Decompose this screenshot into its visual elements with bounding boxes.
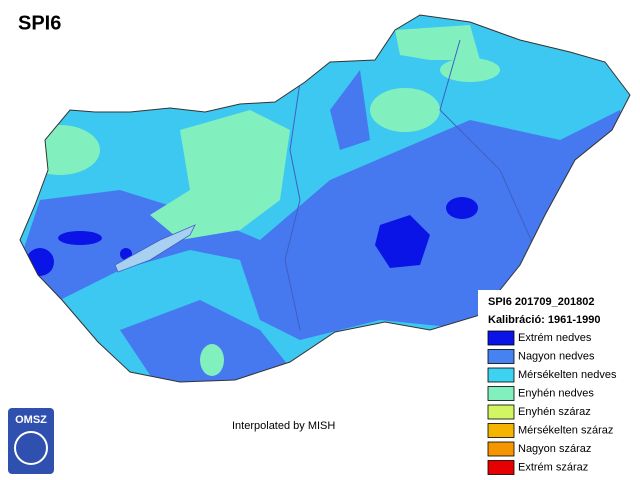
river bbox=[284, 81, 301, 331]
region bbox=[330, 70, 370, 150]
region bbox=[150, 110, 290, 240]
legend-swatch bbox=[487, 404, 515, 420]
legend-swatch bbox=[487, 367, 515, 383]
logo-background bbox=[8, 408, 54, 474]
river bbox=[439, 39, 541, 261]
legend-swatch bbox=[487, 330, 515, 346]
region bbox=[26, 248, 54, 276]
region bbox=[20, 110, 630, 340]
map-title: SPI6 bbox=[18, 12, 61, 34]
region bbox=[440, 58, 500, 82]
border bbox=[19, 14, 631, 383]
logo: OMSZ bbox=[8, 408, 54, 474]
region bbox=[200, 344, 224, 376]
legend-label: Extrém száraz bbox=[518, 461, 588, 473]
lake bbox=[114, 224, 196, 273]
legend-label: Nagyon nedves bbox=[518, 350, 595, 362]
legend-swatch bbox=[487, 441, 515, 457]
logo-text: OMSZ bbox=[15, 414, 47, 426]
region bbox=[395, 25, 480, 60]
region bbox=[370, 88, 440, 132]
region bbox=[375, 215, 430, 268]
legend-swatch bbox=[487, 423, 515, 438]
legend-label: Nagyon száraz bbox=[518, 443, 591, 455]
region bbox=[446, 197, 478, 219]
credit: Interpolated by MISH bbox=[232, 420, 335, 432]
period-label: SPI6 201709_201802 bbox=[488, 296, 594, 308]
legend-swatch bbox=[487, 386, 515, 401]
legend-label: Enyhén nedves bbox=[518, 387, 594, 399]
calibration-label: Kalibráció: 1961-1990 bbox=[488, 314, 601, 326]
legend-label: Extrém nedves bbox=[518, 332, 592, 344]
legend-label: Enyhén száraz bbox=[518, 406, 591, 418]
region bbox=[58, 231, 102, 245]
legend-swatch bbox=[487, 349, 515, 364]
legend-label: Mérsékelten nedves bbox=[518, 369, 617, 381]
legend: Extrém nedves Nagyon nedves Mérsékelten ne… bbox=[487, 330, 617, 475]
logo-swirl bbox=[14, 431, 48, 465]
legend-label: Mérsékelten száraz bbox=[518, 424, 613, 436]
legend-swatch bbox=[487, 460, 515, 475]
region bbox=[20, 125, 100, 175]
